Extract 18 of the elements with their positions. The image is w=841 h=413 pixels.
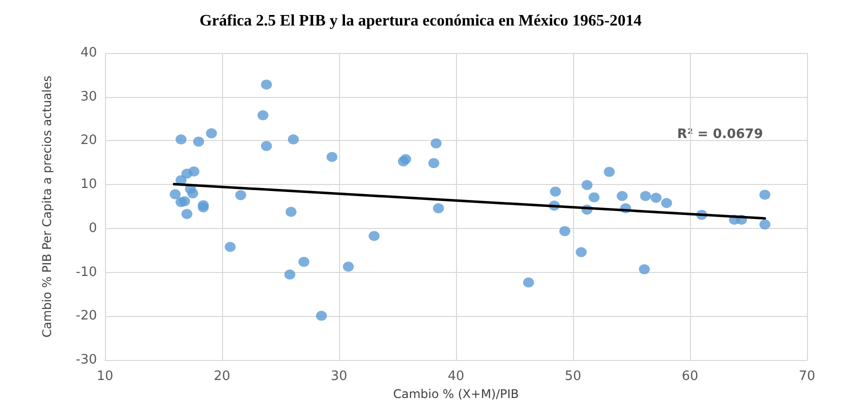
x-tick-label: 40 xyxy=(448,369,464,384)
x-tick-label: 30 xyxy=(330,369,348,384)
y-tick-label: 30 xyxy=(80,89,97,104)
x-axis-title: Cambio % (X+M)/PIB xyxy=(393,387,519,401)
x-tick-label: 70 xyxy=(798,369,816,384)
x-tick-label: 20 xyxy=(214,369,230,384)
y-tick-label: 20 xyxy=(80,133,97,148)
y-tick-label: 10 xyxy=(80,177,97,192)
x-tick-label: 60 xyxy=(682,369,698,384)
y-tick-label: -30 xyxy=(76,352,97,368)
y-tick-label: 0 xyxy=(88,220,97,236)
x-tick-label: 10 xyxy=(96,369,114,384)
y-axis-title: Cambio % PIB Per Capita a precios actuales xyxy=(40,76,54,338)
y-tick-label: -20 xyxy=(76,308,97,324)
y-tick-label: 40 xyxy=(80,46,97,60)
chart-title: Gráfica 2.5 El PIB y la apertura económica en México 1965-2014 xyxy=(199,12,642,30)
x-tick-label: 50 xyxy=(564,369,582,384)
y-tick-label: -10 xyxy=(76,264,97,280)
